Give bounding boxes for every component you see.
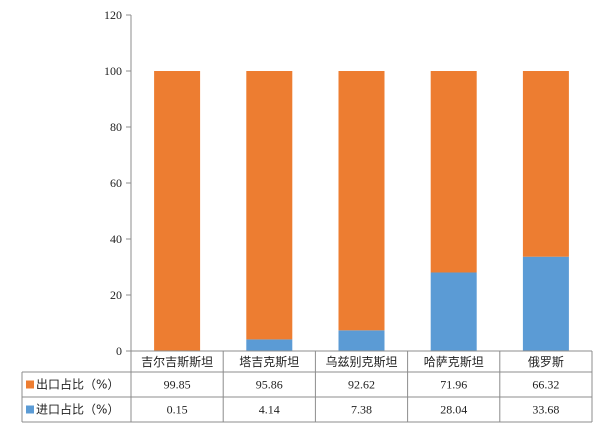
y-tick-label-6: 120 [104, 8, 122, 22]
category-label-3: 哈萨克斯坦 [424, 355, 484, 369]
bars-layer [154, 71, 569, 351]
value-export-0: 99.85 [164, 378, 191, 392]
bar-import-3 [430, 272, 477, 351]
legend-label-export: 出口占比（%） [36, 377, 119, 392]
category-label-0: 吉尔吉斯斯坦 [141, 354, 213, 369]
y-tick-label-5: 100 [104, 64, 122, 78]
value-export-3: 71.96 [440, 378, 467, 392]
bar-import-1 [246, 339, 293, 351]
y-tick-label-1: 20 [110, 288, 122, 302]
bar-export-4 [522, 71, 569, 257]
value-import-0: 0.15 [167, 403, 188, 417]
value-import-1: 4.14 [259, 403, 280, 417]
value-export-2: 92.62 [348, 378, 375, 392]
value-export-4: 66.32 [532, 378, 559, 392]
y-tick-label-3: 60 [110, 176, 122, 190]
value-export-1: 95.86 [256, 378, 283, 392]
value-import-2: 7.38 [351, 403, 372, 417]
bar-export-2 [338, 71, 385, 331]
y-tick-label-0: 0 [116, 344, 122, 358]
y-axis: 0 20 40 60 80 100 120 [104, 8, 132, 358]
legend-swatch-import [26, 405, 34, 414]
category-label-4: 俄罗斯 [528, 355, 564, 369]
bar-export-1 [246, 71, 293, 340]
legend-label-import: 进口占比（%） [36, 402, 119, 417]
bar-export-3 [430, 71, 477, 273]
value-import-3: 28.04 [440, 403, 467, 417]
value-import-4: 33.68 [532, 403, 559, 417]
category-label-1: 塔吉克斯坦 [239, 355, 299, 369]
category-label-2: 乌兹别克斯坦 [325, 354, 397, 369]
y-tick-label-2: 40 [110, 232, 122, 246]
legend-swatch-export [26, 380, 34, 389]
y-tick-label-4: 80 [110, 120, 122, 134]
bar-export-0 [154, 71, 201, 351]
bar-import-2 [338, 330, 385, 351]
bar-import-4 [522, 256, 569, 351]
